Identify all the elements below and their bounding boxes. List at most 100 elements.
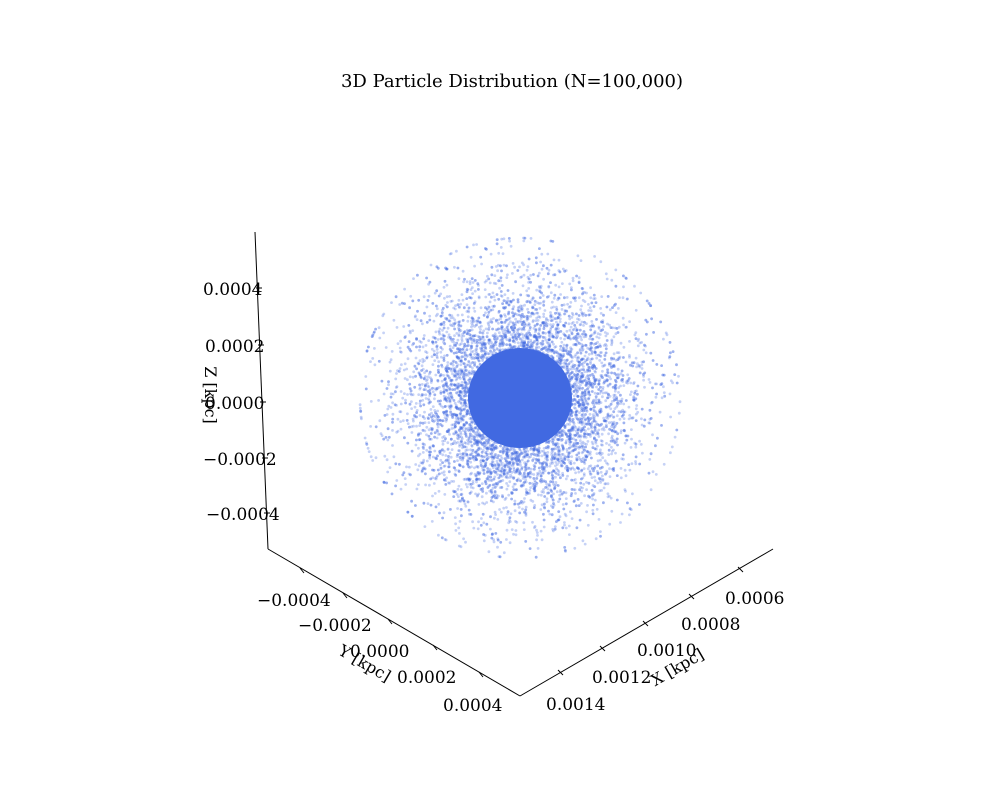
particle-point bbox=[453, 412, 456, 416]
particle-point bbox=[662, 337, 665, 341]
particle-point bbox=[457, 277, 461, 280]
particle-point bbox=[628, 320, 631, 323]
particle-point bbox=[629, 381, 633, 385]
particle-point bbox=[418, 414, 422, 417]
particle-point bbox=[439, 390, 443, 394]
particle-point bbox=[544, 345, 547, 349]
particle-point bbox=[425, 378, 429, 381]
particle-point bbox=[495, 238, 499, 242]
particle-point bbox=[456, 487, 460, 491]
particle-point bbox=[536, 301, 539, 305]
particle-point bbox=[503, 328, 507, 331]
particle-point bbox=[606, 482, 610, 486]
particle-point bbox=[514, 533, 518, 537]
particle-point bbox=[512, 338, 516, 342]
particle-point bbox=[458, 306, 461, 309]
particle-point bbox=[465, 485, 469, 489]
particle-point bbox=[529, 338, 533, 342]
particle-point bbox=[487, 438, 491, 442]
particle-point bbox=[449, 455, 453, 459]
particle-point bbox=[590, 440, 594, 444]
particle-point bbox=[395, 372, 398, 375]
particle-point bbox=[529, 467, 533, 471]
particle-point bbox=[513, 456, 516, 460]
particle-point bbox=[644, 351, 648, 355]
particle-point bbox=[466, 448, 469, 452]
particle-point bbox=[516, 306, 520, 310]
particle-point bbox=[479, 328, 482, 331]
particle-point bbox=[566, 302, 569, 306]
particle-point bbox=[417, 483, 420, 486]
particle-point bbox=[616, 367, 620, 371]
particle-point bbox=[459, 302, 463, 306]
particle-point bbox=[518, 453, 521, 457]
particle-point bbox=[573, 546, 577, 550]
particle-point bbox=[480, 517, 483, 520]
particle-point bbox=[452, 367, 456, 371]
particle-point bbox=[636, 344, 640, 348]
particle-point bbox=[498, 508, 501, 511]
particle-point bbox=[476, 440, 479, 444]
particle-point bbox=[603, 354, 607, 358]
particle-point bbox=[404, 483, 408, 486]
particle-point bbox=[541, 470, 545, 473]
particle-point bbox=[411, 393, 415, 397]
particle-point bbox=[562, 312, 566, 316]
particle-point bbox=[476, 320, 480, 324]
particle-point bbox=[556, 298, 560, 302]
particle-point bbox=[443, 493, 447, 496]
particle-point bbox=[523, 303, 526, 307]
particle-point bbox=[558, 360, 561, 364]
particle-point bbox=[614, 373, 618, 376]
particle-point bbox=[500, 338, 503, 342]
particle-point bbox=[423, 410, 426, 414]
particle-point bbox=[599, 355, 603, 358]
particle-point bbox=[515, 320, 518, 324]
particle-point bbox=[522, 344, 526, 348]
particle-point bbox=[442, 340, 445, 344]
particle-point bbox=[557, 297, 561, 300]
particle-point bbox=[520, 451, 523, 455]
particle-point bbox=[589, 309, 593, 313]
particle-point bbox=[469, 334, 473, 337]
particle-point bbox=[486, 274, 489, 278]
particle-point bbox=[475, 480, 478, 484]
particle-point bbox=[577, 296, 581, 300]
particle-point bbox=[557, 460, 561, 464]
particle-point bbox=[555, 490, 559, 494]
particle-point bbox=[399, 350, 403, 354]
particle-point bbox=[544, 346, 547, 349]
particle-point bbox=[431, 405, 435, 408]
particle-point bbox=[394, 386, 398, 389]
particle-point bbox=[427, 282, 430, 286]
particle-point bbox=[579, 502, 583, 505]
particle-point bbox=[451, 396, 454, 400]
particle-point bbox=[580, 428, 583, 432]
particle-point bbox=[526, 453, 530, 456]
particle-point bbox=[499, 454, 503, 458]
particle-point bbox=[574, 492, 577, 495]
particle-point bbox=[621, 316, 625, 320]
particle-point bbox=[571, 444, 575, 448]
particle-point bbox=[450, 324, 454, 327]
particle-point bbox=[631, 492, 634, 496]
particle-point bbox=[472, 526, 476, 530]
particle-point bbox=[596, 481, 600, 485]
particle-point bbox=[581, 440, 585, 444]
particle-point bbox=[473, 352, 476, 356]
particle-point bbox=[570, 383, 574, 387]
particle-point bbox=[480, 482, 484, 485]
particle-point bbox=[669, 379, 673, 383]
particle-point bbox=[605, 423, 608, 427]
particle-point bbox=[384, 346, 388, 349]
particle-point bbox=[584, 399, 587, 402]
particle-point bbox=[582, 467, 586, 470]
particle-point bbox=[445, 283, 449, 287]
particle-point bbox=[595, 507, 599, 511]
particle-point bbox=[470, 453, 473, 456]
particle-point bbox=[551, 437, 555, 440]
particle-point bbox=[539, 260, 542, 264]
particle-point bbox=[412, 419, 415, 423]
particle-point bbox=[584, 399, 588, 403]
particle-point bbox=[524, 505, 528, 509]
